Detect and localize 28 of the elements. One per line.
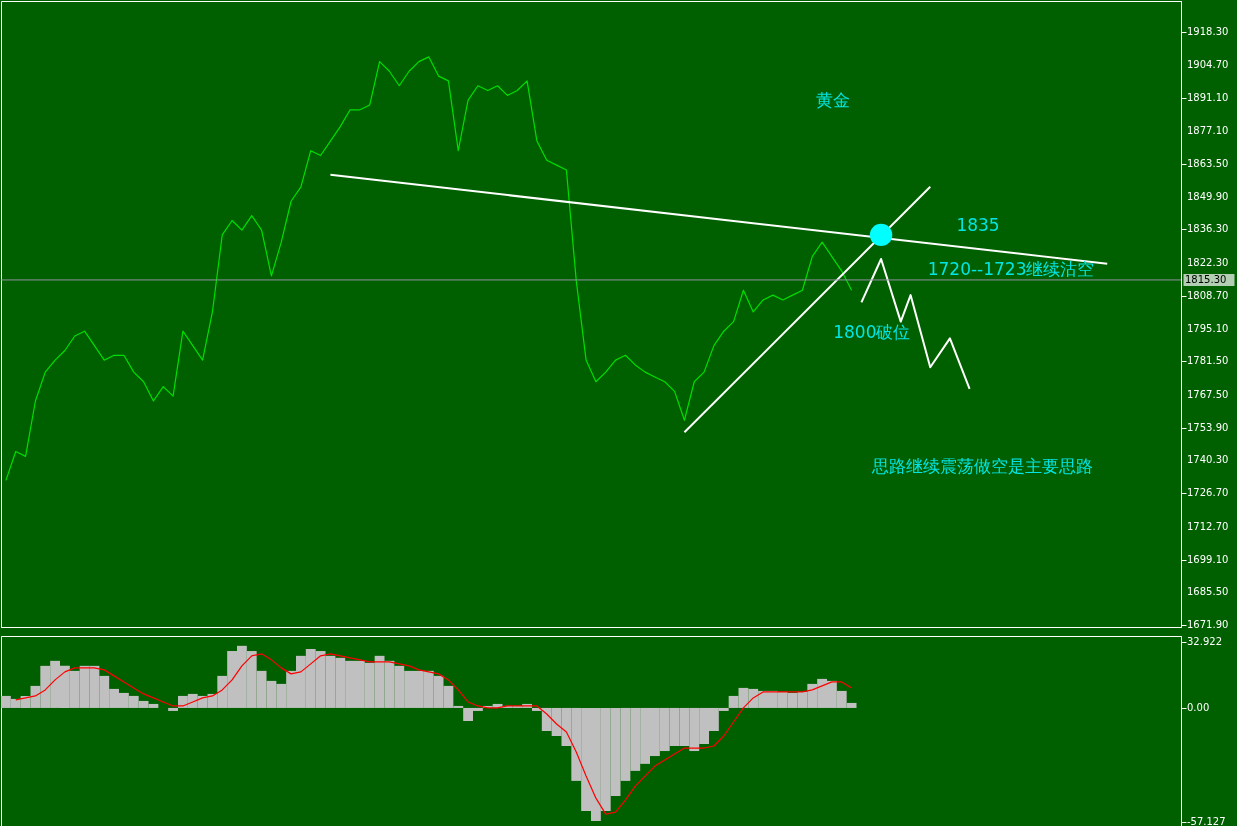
y-tick-label: 1904.70	[1187, 58, 1229, 70]
y-tick-label: 1685.50	[1187, 586, 1229, 598]
y-tick-label: 1918.30	[1187, 26, 1229, 38]
y-tick-label: 1671.90	[1187, 619, 1229, 631]
y-tick-label: 32.922	[1187, 635, 1222, 647]
annotation: 1800破位	[833, 321, 911, 342]
y-tick-label: 1877.10	[1187, 125, 1229, 137]
annotation: 黄金	[815, 90, 850, 111]
y-tick-label: 1795.10	[1187, 322, 1229, 334]
y-tick-label: 1836.30	[1187, 223, 1229, 235]
y-tick-label: 1726.70	[1187, 487, 1229, 499]
y-tick-label: 1781.50	[1187, 355, 1229, 367]
y-tick-label: 1822.30	[1187, 257, 1229, 269]
y-tick-label: 1753.90	[1187, 421, 1229, 433]
y-tick-label: 1712.70	[1187, 520, 1229, 532]
ref-line-label: 1815.30	[1185, 273, 1227, 285]
y-tick-label: 0.00	[1187, 701, 1210, 713]
annotation: 1720--1723继续沽空	[927, 259, 1095, 280]
y-tick-label: 1767.50	[1187, 388, 1229, 400]
y-tick-label: 1808.70	[1187, 289, 1229, 301]
y-tick-label: 1699.10	[1187, 553, 1229, 565]
annotation: 1835	[956, 215, 1000, 236]
y-tick-label: 1891.10	[1187, 91, 1229, 103]
y-tick-label: -57.127	[1187, 816, 1226, 826]
y-tick-label: 1740.30	[1187, 454, 1229, 466]
annotation: 思路继续震荡做空是主要思路	[871, 456, 1094, 477]
y-tick-label: 1863.50	[1187, 157, 1229, 169]
y-tick-label: 1849.90	[1187, 190, 1229, 202]
